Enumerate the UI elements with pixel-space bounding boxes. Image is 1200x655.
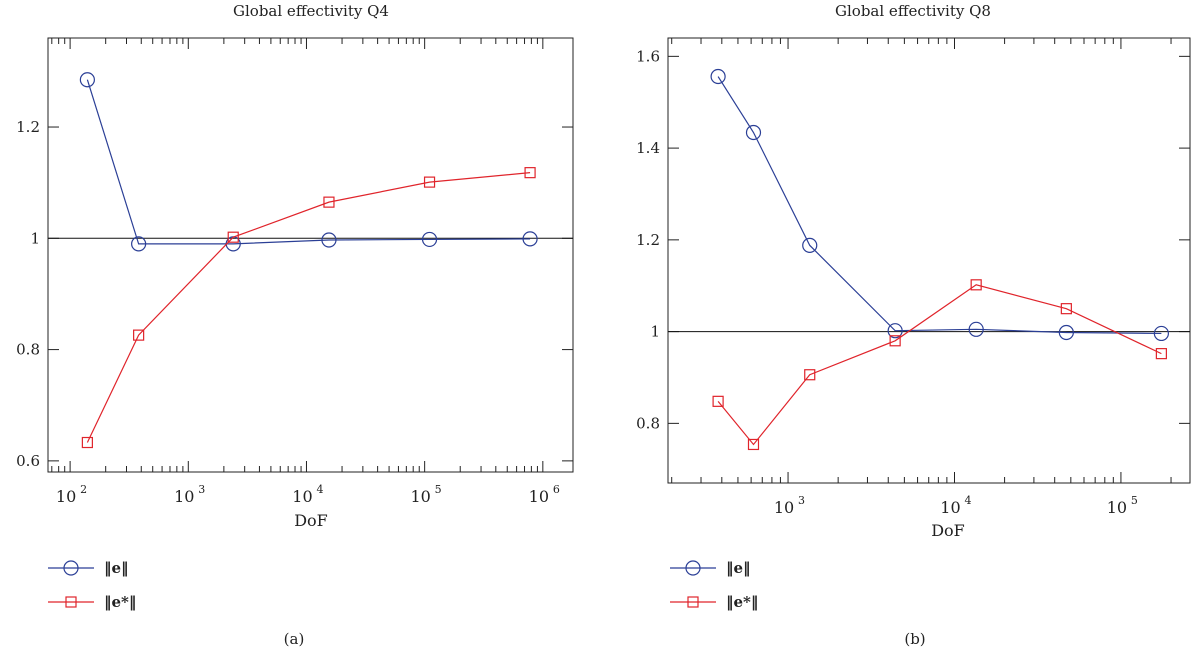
legend-marker-circle <box>685 560 701 576</box>
data-point-circle <box>968 321 984 337</box>
x-tick-label: 10 <box>410 487 430 506</box>
panel-label: (b) <box>904 630 925 648</box>
x-axis-label: DoF <box>931 521 965 540</box>
panel-label: (a) <box>284 630 305 648</box>
legend: ‖e‖ ‖e*‖ <box>670 559 758 611</box>
y-tick-label: 1.4 <box>636 139 660 157</box>
panel-b: Global effectivity Q8 10 3 10 4 10 5 0.8 1 1.2 1… <box>636 2 1191 648</box>
y-tick-label: 0.8 <box>16 341 40 359</box>
legend-label: ‖e‖ <box>104 559 129 577</box>
legend-label: ‖e*‖ <box>726 593 758 611</box>
data-point-square <box>1155 348 1167 360</box>
plot-frame <box>47 37 574 473</box>
data-point-square <box>1060 303 1072 315</box>
data-point-square <box>524 167 536 179</box>
x-axis-ticks: 10 2 10 3 10 4 10 5 10 6 <box>51 38 560 506</box>
x-axis-ticks: 10 3 10 4 10 5 <box>671 38 1172 517</box>
data-point-circle <box>522 231 538 247</box>
y-tick-label: 1.2 <box>16 118 40 136</box>
x-tick-label: 10 <box>174 487 194 506</box>
y-tick-label: 1 <box>30 229 40 247</box>
panel-a: Global effectivity Q4 10 2 10 3 10 4 10 5 10 6 0.… <box>16 2 574 648</box>
plot-frame <box>667 37 1191 484</box>
y-tick-label: 1.2 <box>636 231 660 249</box>
series-line <box>86 79 531 245</box>
legend-label: ‖e‖ <box>726 559 751 577</box>
data-point-square <box>970 279 982 291</box>
data-point-circle <box>79 72 95 88</box>
legend-label: ‖e*‖ <box>104 593 136 611</box>
data-point-circle <box>1153 325 1169 342</box>
x-tick-label: 10 <box>774 498 794 517</box>
x-tick-label-exponent: 6 <box>553 483 560 496</box>
chart-title: Global effectivity Q4 <box>233 2 389 20</box>
x-tick-label-exponent: 3 <box>798 494 805 507</box>
data-point-circle <box>887 323 903 339</box>
legend-marker-square <box>65 596 77 608</box>
data-point-square <box>227 231 239 243</box>
y-axis-ticks: 0.6 0.8 1 1.2 <box>16 118 573 470</box>
x-tick-label: 10 <box>292 487 312 506</box>
data-point-square <box>747 438 760 451</box>
chart-title: Global effectivity Q8 <box>835 2 991 20</box>
x-tick-label-exponent: 2 <box>80 483 87 496</box>
series-group <box>79 72 538 449</box>
data-point-circle <box>745 124 762 141</box>
x-tick-label-exponent: 5 <box>1131 494 1138 507</box>
x-tick-label: 10 <box>1107 498 1127 517</box>
data-point-square <box>81 436 93 449</box>
x-tick-label-exponent: 4 <box>316 483 323 496</box>
x-tick-label-exponent: 5 <box>435 483 442 496</box>
data-point-circle <box>802 237 818 253</box>
x-tick-label: 10 <box>529 487 549 506</box>
x-axis-label: DoF <box>294 511 328 530</box>
y-tick-label: 0.6 <box>16 452 40 470</box>
series-line <box>717 76 1162 335</box>
y-tick-label: 1.6 <box>636 47 660 65</box>
data-point-square <box>323 196 335 208</box>
y-tick-label: 1 <box>650 323 660 341</box>
data-point-circle <box>710 68 726 85</box>
data-point-square <box>889 335 901 347</box>
data-point-circle <box>321 232 337 248</box>
y-tick-label: 0.8 <box>636 414 660 432</box>
x-tick-label: 10 <box>56 487 76 506</box>
x-tick-label-exponent: 3 <box>198 483 205 496</box>
data-point-circle <box>421 231 438 248</box>
legend-marker-square <box>687 596 699 608</box>
data-point-square <box>712 395 724 407</box>
series-line <box>86 172 531 443</box>
data-point-circle <box>131 236 147 252</box>
x-tick-label-exponent: 4 <box>964 494 971 507</box>
series-group <box>710 68 1169 451</box>
legend-marker-circle <box>63 560 79 576</box>
y-axis-ticks: 0.8 1 1.2 1.4 1.6 <box>636 47 1190 432</box>
data-point-square <box>804 369 816 381</box>
data-point-circle <box>1058 324 1074 341</box>
legend: ‖e‖ ‖e*‖ <box>48 559 136 611</box>
series-line <box>717 284 1162 446</box>
x-tick-label: 10 <box>940 498 960 517</box>
data-point-square <box>423 176 436 188</box>
data-point-square <box>133 329 145 341</box>
